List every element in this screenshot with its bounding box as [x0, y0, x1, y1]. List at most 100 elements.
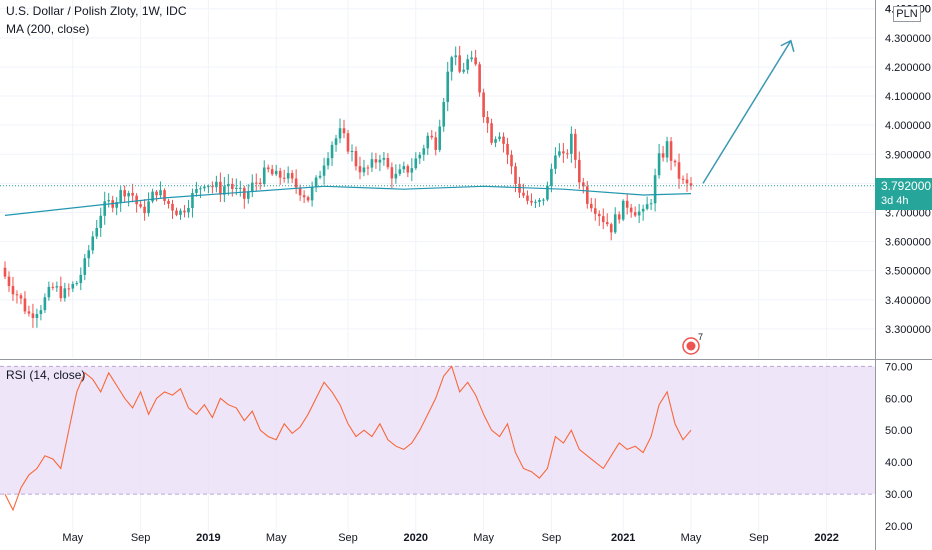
candle-body — [390, 167, 394, 179]
candle-body — [131, 192, 134, 196]
candle-body — [633, 212, 637, 216]
candle-body — [562, 151, 565, 154]
candle-body — [582, 182, 585, 187]
candle-body — [258, 182, 262, 185]
candle-body — [310, 187, 314, 201]
candle-body — [378, 159, 382, 163]
candle-body — [11, 286, 15, 295]
candle-body — [362, 167, 366, 173]
time-tick-label: May — [62, 532, 83, 544]
candle-body — [243, 187, 246, 199]
candle-body — [669, 141, 673, 161]
candle-body — [330, 144, 334, 159]
candle-body — [426, 135, 430, 149]
candle-body — [410, 168, 414, 173]
candle-body — [123, 190, 126, 197]
candle-body — [115, 202, 118, 208]
candle-body — [494, 139, 497, 143]
candle-body — [502, 136, 505, 144]
candle-body — [438, 126, 442, 150]
time-tick-label: 2021 — [611, 532, 635, 544]
candle-body — [482, 92, 485, 118]
candle-body — [354, 151, 358, 167]
candle-body — [466, 59, 469, 70]
candle-body — [87, 250, 91, 259]
candle-body — [570, 133, 573, 154]
candle-body — [578, 159, 581, 183]
candle-body — [231, 183, 234, 189]
candle-body — [442, 102, 446, 127]
candle-body — [119, 190, 122, 203]
price-tick-label: 4.200000 — [885, 62, 931, 74]
candle-body — [266, 167, 270, 170]
candle-body — [514, 166, 517, 184]
candle-body — [406, 166, 410, 173]
candle-body — [522, 192, 525, 196]
candle-body — [107, 200, 110, 202]
candle-body — [661, 153, 665, 158]
candle-body — [195, 188, 198, 193]
rsi-tick-label: 40.00 — [885, 457, 913, 469]
candle-body — [589, 203, 593, 209]
candle-body — [625, 200, 629, 208]
candle-body — [235, 187, 238, 189]
candle-body — [478, 64, 481, 93]
candle-body — [31, 313, 35, 318]
rsi-legend[interactable]: RSI (14, close) — [6, 368, 86, 382]
time-tick-label: Sep — [131, 532, 151, 544]
candle-body — [19, 295, 23, 299]
candle-body — [35, 314, 39, 318]
candle-body — [262, 167, 266, 185]
candle-body — [454, 55, 457, 58]
candle-body — [346, 133, 350, 152]
currency-button[interactable]: PLN — [893, 6, 921, 22]
candle-body — [430, 135, 434, 138]
candle-body — [75, 283, 79, 285]
candle-body — [175, 210, 178, 215]
candle-body — [574, 133, 577, 160]
candle-body — [685, 179, 689, 184]
candle-body — [7, 276, 11, 287]
time-tick-label: 2020 — [404, 532, 428, 544]
candle-body — [79, 274, 83, 284]
candle-body — [593, 208, 597, 214]
candle-body — [394, 173, 398, 179]
candle-body — [15, 294, 19, 296]
candle-body — [566, 153, 569, 155]
price-tick-label: 4.000000 — [885, 120, 931, 132]
price-tick-label: 3.600000 — [885, 237, 931, 249]
candle-body — [370, 159, 374, 168]
candle-body — [23, 298, 27, 312]
time-tick-label: Sep — [749, 532, 769, 544]
time-tick-label: 2019 — [196, 532, 220, 544]
candle-body — [67, 288, 71, 290]
candle-body — [422, 148, 426, 155]
candle-body — [211, 186, 214, 188]
candle-body — [681, 178, 685, 180]
candle-body — [199, 188, 202, 190]
ma-200-line — [4, 185, 692, 216]
candle-body — [274, 170, 278, 175]
candle-body — [55, 286, 59, 288]
candle-body — [414, 158, 418, 169]
candle-body — [554, 155, 557, 169]
candle-body — [657, 153, 661, 176]
candle-body — [446, 71, 450, 103]
candle-body — [171, 203, 174, 211]
time-tick-label: Sep — [542, 532, 562, 544]
rsi-tick-label: 50.00 — [885, 425, 913, 437]
candle-body — [314, 177, 318, 188]
candle-body — [366, 167, 370, 169]
ma-layer — [4, 185, 692, 216]
candle-body — [510, 154, 513, 167]
ma-legend[interactable]: MA (200, close) — [6, 22, 90, 36]
candle-body — [689, 183, 693, 186]
candle-body — [250, 182, 254, 192]
candle-body — [298, 187, 302, 196]
time-tick-label: May — [473, 532, 494, 544]
rsi-layer — [4, 365, 692, 512]
rsi-pane-background — [0, 365, 875, 495]
rsi-tick-label: 30.00 — [885, 489, 913, 501]
